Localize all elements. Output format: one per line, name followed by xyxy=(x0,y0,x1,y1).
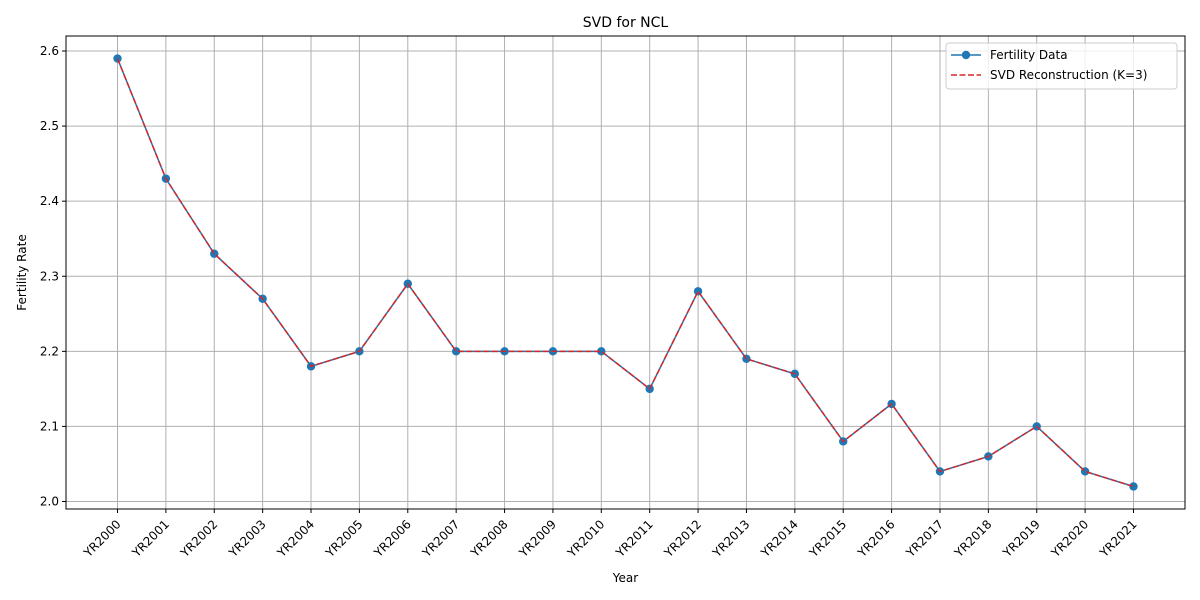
y-tick-label: 2.5 xyxy=(40,119,59,133)
series-layer xyxy=(113,54,1138,491)
reconstruction-line xyxy=(116,58,1134,488)
y-tick-label: 2.4 xyxy=(40,194,59,208)
chart-title: SVD for NCL xyxy=(583,15,669,31)
y-axis-title: Fertility Rate xyxy=(15,234,29,310)
y-tick-label: 2.6 xyxy=(40,44,59,58)
legend-label: SVD Reconstruction (K=3) xyxy=(990,68,1147,82)
x-axis-title: Year xyxy=(612,571,638,585)
y-tick-label: 2.1 xyxy=(40,419,59,433)
legend-marker xyxy=(961,50,971,60)
data-point xyxy=(1129,482,1138,491)
y-tick-label: 2.0 xyxy=(40,494,59,508)
legend-box xyxy=(945,42,1178,90)
plot-frame xyxy=(65,35,1186,510)
series-2 xyxy=(116,58,1134,488)
y-tick-label: 2.2 xyxy=(40,344,59,358)
legend: Fertility Data SVD Reconstruction (K=3) xyxy=(945,42,1178,90)
legend-label: Fertility Data xyxy=(990,48,1068,62)
legend-items: Fertility Data SVD Reconstruction (K=3) xyxy=(951,48,1147,82)
y-tick-label: 2.3 xyxy=(40,269,59,283)
